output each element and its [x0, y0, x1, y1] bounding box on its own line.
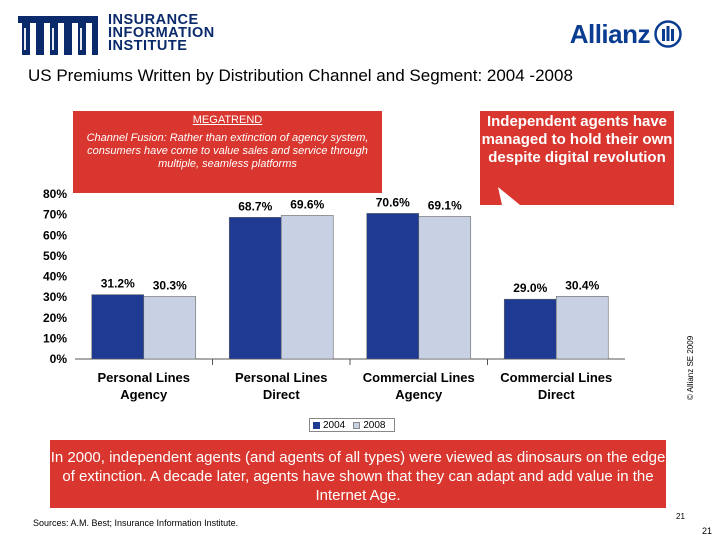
- y-tick-label: 0%: [50, 352, 68, 366]
- bar-2004-0: [91, 294, 145, 360]
- page-number-small: 21: [676, 512, 685, 521]
- legend-swatch-2008: [353, 421, 361, 429]
- bar-2008-2: [418, 216, 472, 360]
- y-tick-label: 10%: [43, 331, 67, 345]
- bar-2004-3: [503, 298, 557, 360]
- data-label: 68.7%: [238, 199, 272, 213]
- legend-label-2004: 2004: [323, 419, 346, 431]
- y-tick-label: 80%: [43, 187, 67, 201]
- x-tick-label: Agency: [395, 387, 443, 402]
- allianz-logo: Allianz: [570, 14, 682, 54]
- data-label: 29.0%: [513, 281, 547, 295]
- iii-logo: [18, 16, 98, 55]
- megatrend-text: Channel Fusion: Rather than extinction o…: [86, 132, 369, 170]
- x-tick-label: Commercial Lines: [363, 370, 475, 385]
- x-tick-label: Direct: [538, 387, 576, 402]
- data-label: 30.3%: [153, 279, 187, 293]
- x-tick-label: Direct: [263, 387, 301, 402]
- bar-2008-0: [143, 296, 197, 360]
- bar-2008-3: [555, 295, 609, 360]
- x-tick-label: Agency: [120, 387, 168, 402]
- data-label: 70.6%: [376, 195, 410, 209]
- page-title: US Premiums Written by Distribution Chan…: [28, 66, 573, 85]
- y-tick-label: 60%: [43, 228, 67, 242]
- data-label: 30.4%: [565, 278, 599, 292]
- allianz-wordmark: Allianz: [569, 18, 651, 49]
- y-tick-label: 40%: [43, 270, 67, 284]
- y-tick-label: 30%: [43, 290, 67, 304]
- y-tick-label: 70%: [43, 208, 67, 222]
- bar-2004-2: [366, 213, 420, 360]
- x-tick-label: Personal Lines: [235, 370, 327, 385]
- page-number: 21: [702, 526, 713, 536]
- data-label: 31.2%: [101, 277, 135, 291]
- iii-logo-text: INSURANCE INFORMATION INSTITUTE: [108, 12, 215, 54]
- megatrend-heading: MEGATREND: [192, 114, 263, 126]
- bar-2004-1: [228, 217, 282, 360]
- bar-2008-1: [280, 215, 334, 360]
- x-tick-label: Commercial Lines: [500, 370, 612, 385]
- y-tick-label: 20%: [43, 311, 67, 325]
- chart-legend: 2004 2008: [309, 418, 395, 432]
- legend-label-2008: 2008: [363, 419, 386, 431]
- summary-box: In 2000, independent agents (and agents …: [50, 440, 666, 508]
- callout-text: Independent agents have managed to hold …: [481, 113, 673, 166]
- sources-note: Sources: A.M. Best; Insurance Informatio…: [33, 518, 239, 528]
- y-tick-label: 50%: [43, 249, 67, 263]
- megatrend-box: MEGATREND Channel Fusion: Rather than ex…: [73, 111, 382, 193]
- data-label: 69.1%: [428, 198, 462, 212]
- allianz-eagle-icon: [654, 20, 682, 48]
- data-label: 69.6%: [290, 197, 324, 211]
- copyright-note: © Allianz SE 2009: [686, 335, 695, 400]
- legend-swatch-2004: [313, 421, 320, 429]
- x-tick-label: Personal Lines: [98, 370, 190, 385]
- callout-shape: [480, 111, 674, 205]
